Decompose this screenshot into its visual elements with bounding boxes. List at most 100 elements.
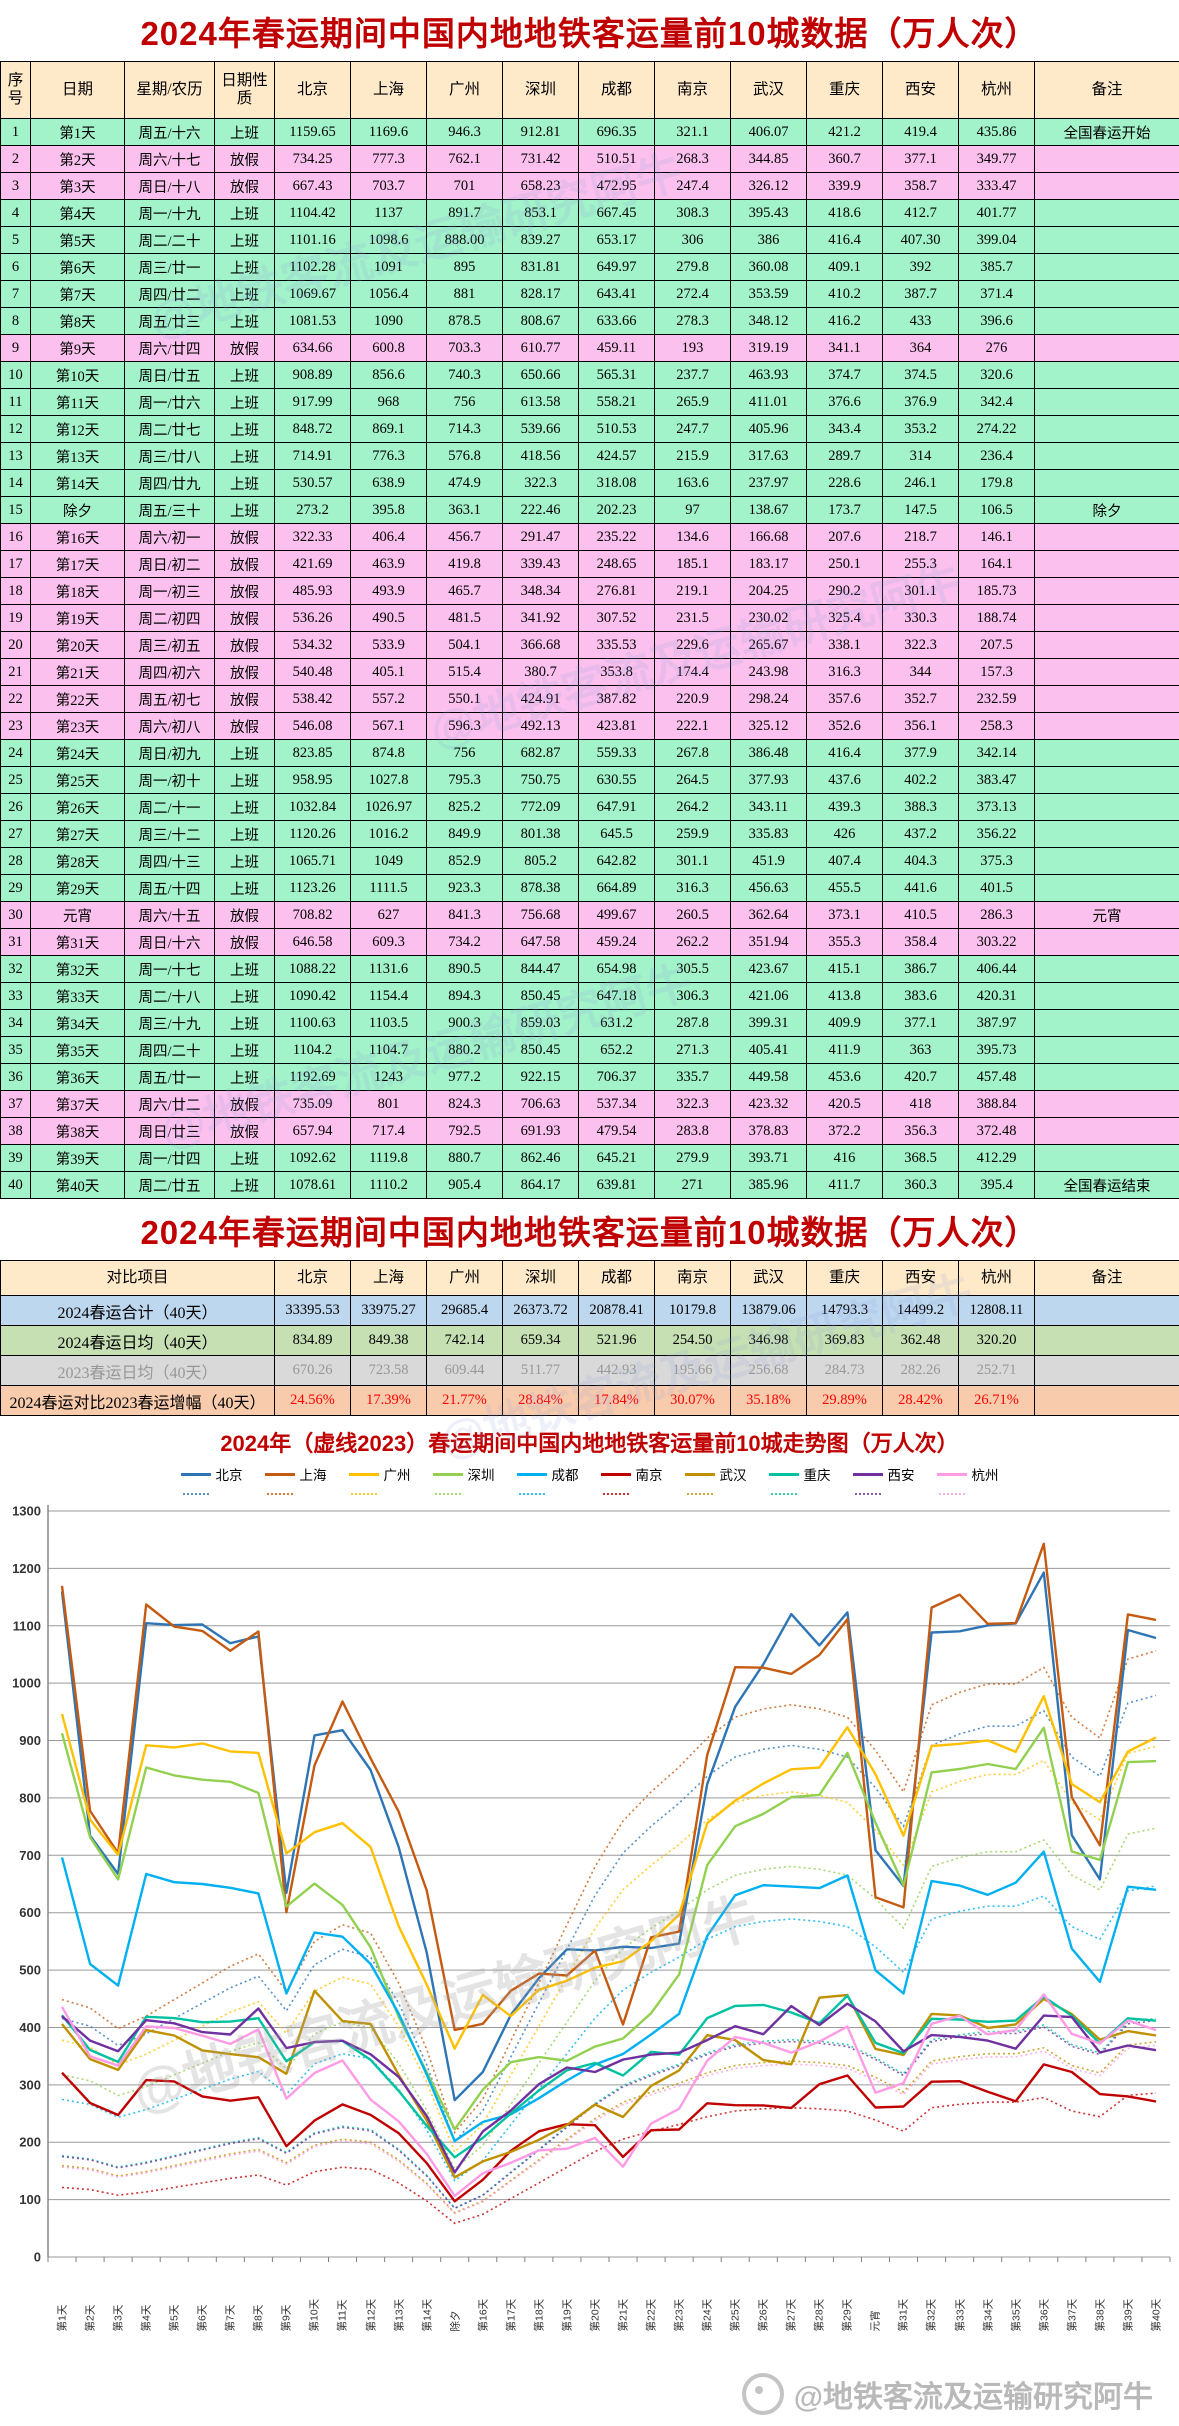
val-hangzhou: 375.3 [959, 848, 1035, 875]
val-guangzhou: 740.3 [427, 362, 503, 389]
week-lunar-cell: 周五/三十 [125, 497, 215, 524]
val-hangzhou: 373.13 [959, 794, 1035, 821]
week-lunar-cell: 周日/初二 [125, 551, 215, 578]
remark-cell [1035, 1091, 1179, 1118]
val-hangzhou: 371.4 [959, 281, 1035, 308]
val-hangzhou: 457.48 [959, 1064, 1035, 1091]
column-header: 杭州 [959, 62, 1035, 119]
legend-line-icon [853, 1473, 883, 1476]
val-shenzhen: 805.2 [503, 848, 579, 875]
day-type-cell: 放假 [215, 929, 275, 956]
week-lunar-cell: 周一/廿六 [125, 389, 215, 416]
val-shanghai: 627 [351, 902, 427, 929]
val-shanghai: 1103.5 [351, 1010, 427, 1037]
val-shanghai: 1111.5 [351, 875, 427, 902]
day-type-cell: 上班 [215, 443, 275, 470]
table2-title: 2024年春运期间中国内地地铁客运量前10城数据（万人次） [0, 1199, 1179, 1260]
val-beijing: 538.42 [275, 686, 351, 713]
column-header: 成都 [579, 62, 655, 119]
svg-text:1200: 1200 [12, 1561, 41, 1576]
val-chengdu: 472.95 [579, 173, 655, 200]
val-wuhan: 326.12 [731, 173, 807, 200]
val-beijing: 322.33 [275, 524, 351, 551]
summary-value: 511.77 [503, 1356, 579, 1386]
row-no: 31 [1, 929, 31, 956]
val-nanjing: 321.1 [655, 119, 731, 146]
val-nanjing: 185.1 [655, 551, 731, 578]
legend-dashed-line-icon [855, 1493, 881, 1495]
val-nanjing: 237.7 [655, 362, 731, 389]
day-type-cell: 上班 [215, 497, 275, 524]
remark-cell [1035, 659, 1179, 686]
val-hangzhou: 179.8 [959, 470, 1035, 497]
row-no: 7 [1, 281, 31, 308]
date-cell: 第28天 [31, 848, 125, 875]
val-shanghai: 463.9 [351, 551, 427, 578]
day-type-cell: 上班 [215, 1010, 275, 1037]
val-nanjing: 283.8 [655, 1118, 731, 1145]
remark-cell [1035, 335, 1179, 362]
chart-legend: 北京上海广州深圳成都南京武汉重庆西安杭州 [0, 1464, 1179, 1495]
date-cell: 第12天 [31, 416, 125, 443]
column-header: 南京 [655, 62, 731, 119]
date-cell: 第27天 [31, 821, 125, 848]
date-cell: 第38天 [31, 1118, 125, 1145]
legend-label: 南京 [636, 1464, 663, 1484]
column-header: 成都 [579, 1261, 655, 1296]
summary-row-label: 2024春运日均（40天） [1, 1326, 275, 1356]
val-guangzhou: 894.3 [427, 983, 503, 1010]
val-beijing: 1104.42 [275, 200, 351, 227]
val-shanghai: 1131.6 [351, 956, 427, 983]
val-chongqing: 411.9 [807, 1037, 883, 1064]
val-shenzhen: 348.34 [503, 578, 579, 605]
column-header: 深圳 [503, 62, 579, 119]
val-wuhan: 456.63 [731, 875, 807, 902]
val-shanghai: 490.5 [351, 605, 427, 632]
val-chongqing: 453.6 [807, 1064, 883, 1091]
val-xian: 377.1 [883, 1010, 959, 1037]
val-nanjing: 268.3 [655, 146, 731, 173]
date-cell: 元宵 [31, 902, 125, 929]
val-beijing: 1120.26 [275, 821, 351, 848]
summary-row: 2024春运对比2023春运增幅（40天）24.56%17.39%21.77%2… [1, 1386, 1179, 1416]
val-hangzhou: 164.1 [959, 551, 1035, 578]
summary-value: 21.77% [427, 1386, 503, 1416]
val-hangzhou: 401.77 [959, 200, 1035, 227]
column-header: 南京 [655, 1261, 731, 1296]
remark-cell [1035, 875, 1179, 902]
row-no: 2 [1, 146, 31, 173]
x-axis-label: 第34天 [974, 2280, 1002, 2372]
row-no: 24 [1, 740, 31, 767]
val-chongqing: 421.2 [807, 119, 883, 146]
val-guangzhou: 841.3 [427, 902, 503, 929]
week-lunar-cell: 周四/十三 [125, 848, 215, 875]
legend-entry: 武汉 [685, 1464, 747, 1495]
val-xian: 147.5 [883, 497, 959, 524]
remark-cell [1035, 605, 1179, 632]
summary-value: 17.39% [351, 1386, 427, 1416]
val-shanghai: 776.3 [351, 443, 427, 470]
val-shenzhen: 756.68 [503, 902, 579, 929]
val-nanjing: 301.1 [655, 848, 731, 875]
val-chongqing: 411.7 [807, 1172, 883, 1199]
val-shenzhen: 539.66 [503, 416, 579, 443]
remark-cell [1035, 848, 1179, 875]
legend-dashed-line-icon [939, 1493, 965, 1495]
val-xian: 246.1 [883, 470, 959, 497]
val-guangzhou: 880.7 [427, 1145, 503, 1172]
summary-value: 10179.8 [655, 1296, 731, 1326]
svg-text:100: 100 [19, 2192, 41, 2207]
row-no: 39 [1, 1145, 31, 1172]
val-shenzhen: 380.7 [503, 659, 579, 686]
val-nanjing: 262.2 [655, 929, 731, 956]
val-chengdu: 639.81 [579, 1172, 655, 1199]
row-no: 20 [1, 632, 31, 659]
val-wuhan: 183.17 [731, 551, 807, 578]
